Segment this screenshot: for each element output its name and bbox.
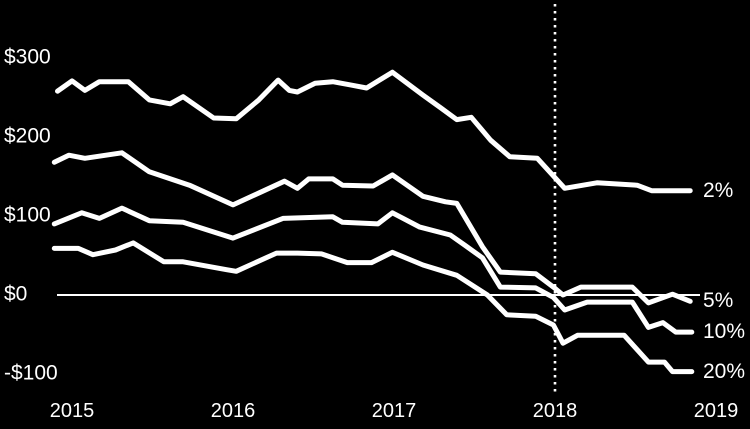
- x-tick-label-2018: 2018: [532, 400, 578, 422]
- x-tick-label-2016: 2016: [210, 400, 256, 422]
- series-line-5%: [51, 150, 693, 306]
- y-tick-label-100: $100: [4, 203, 51, 227]
- series-end-label-20%: 20%: [703, 359, 746, 383]
- series-end-label-5%: 5%: [703, 289, 734, 313]
- x-tick-label-2019: 2019: [693, 400, 739, 422]
- series-end-label-10%: 10%: [703, 320, 746, 344]
- series-line-20%: [51, 240, 695, 375]
- series-end-label-2%: 2%: [703, 178, 734, 202]
- y-tick-label-300: $300: [4, 45, 51, 69]
- series-line-10%: [51, 205, 695, 335]
- y-tick-label-0: $0: [4, 282, 28, 306]
- series-line-2%: [55, 69, 693, 194]
- y-tick-label--100: -$100: [4, 361, 58, 385]
- x-tick-label-2017: 2017: [371, 400, 417, 422]
- x-tick-label-2015: 2015: [49, 400, 95, 422]
- y-tick-label-200: $200: [4, 124, 51, 148]
